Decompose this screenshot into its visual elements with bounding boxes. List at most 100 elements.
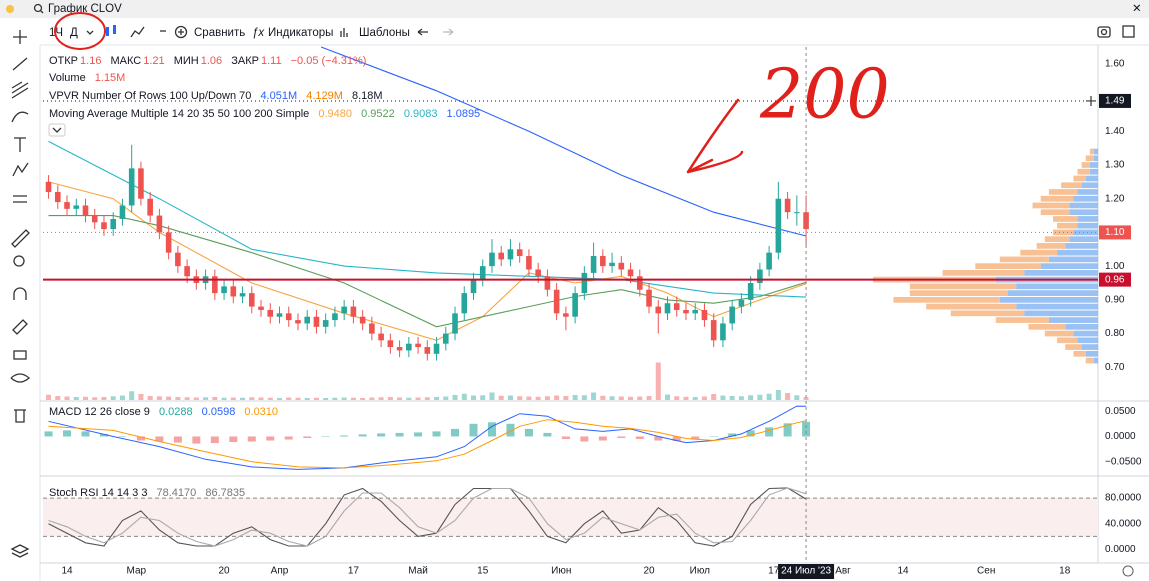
templates-button[interactable]: Шаблоны [359,27,410,39]
vpvr-down-bar [995,317,1049,323]
magnet-tool[interactable] [13,287,27,300]
candle-body [766,252,772,270]
macd-histogram-bar [617,436,626,438]
icon-part [113,25,116,34]
legend-value: 1.0895 [447,108,481,120]
volume-bar [313,397,319,400]
draw-mode-tool[interactable] [12,319,28,335]
interval-day[interactable]: Д [70,27,78,39]
vpvr-down-bar [1077,168,1090,175]
x-tick-label: Июл [690,566,710,577]
trash-tool[interactable] [14,409,26,423]
vpvr-up-bar [1048,256,1098,263]
interval-dropdown[interactable] [86,30,94,35]
x-tick-label: 14 [61,566,73,577]
x-tick-highlight [778,564,835,579]
redo-icon[interactable] [443,28,454,36]
vpvr-down-bar [909,290,1008,296]
macd-histogram-bar [709,436,718,437]
zoom-tool[interactable] [13,255,25,267]
indicators-icon[interactable]: ƒx [252,27,265,39]
vpvr-up-bar [1065,323,1098,330]
candle-body [544,276,551,290]
candle-body [396,347,403,351]
candle-body [322,320,329,327]
compare-button[interactable]: Сравнить [194,27,245,39]
legend-value: 0.9083 [404,108,438,120]
search-icon[interactable] [33,3,43,13]
vpvr-down-bar [1081,162,1090,168]
candle-body [82,205,89,216]
volume-bar [738,396,744,400]
legend-collapse-arrow [52,127,62,133]
y-tick-label: 80.0000 [1105,493,1142,504]
volume-bar [221,397,227,400]
undo-icon[interactable] [417,28,428,36]
x-tick-label: 18 [1059,566,1071,577]
fullscreen-icon[interactable] [1122,25,1135,38]
volume-bar [295,397,301,400]
candle-body [600,256,606,267]
macd-histogram-bar [284,436,293,440]
price-label-box [1099,225,1131,240]
macd-histogram-bar [173,436,182,443]
vpvr-down-bar [1073,350,1086,357]
window-dot[interactable] [6,5,14,13]
candle-body [119,205,126,219]
macd-histogram-bar [524,428,533,437]
volume-bar [609,396,615,400]
vpvr-up-bar [1081,182,1098,189]
stoch-band [43,498,1098,537]
candle-body [664,303,671,314]
line-style-icon[interactable] [130,26,145,38]
candle-body [230,286,237,297]
x-tick-label: 15 [477,566,489,577]
legend-collapse[interactable] [48,123,66,137]
tab-title[interactable]: График CLOV [48,3,122,15]
volume-bar [175,397,181,400]
legend-value: 1.06 [201,55,222,67]
ruler-tool[interactable] [11,229,30,248]
fib-tool[interactable] [11,81,29,99]
templates-icon[interactable] [340,28,348,37]
volume-bar [526,396,532,400]
candle-body [221,286,227,294]
text-tool[interactable] [14,137,26,152]
candle-body [239,293,246,297]
vpvr-up-bar [1024,270,1098,276]
x-tick-label: Сен [977,566,995,577]
volume-bar [646,396,652,400]
candle-style-icon[interactable] [106,25,116,36]
lock-tool[interactable] [13,350,27,360]
candle-body [276,313,283,317]
prediction-tool[interactable] [13,195,27,203]
candle-body [258,306,264,310]
macd-histogram-bar [469,423,478,437]
candle-body [415,343,421,348]
vpvr-down-bar [1073,175,1086,182]
indicators-button[interactable]: Индикаторы [268,27,333,39]
volume-bar [350,397,356,400]
legend-label: ЗАКР [231,55,259,67]
indicator-line [320,46,807,237]
y-tick-label: 1.40 [1105,126,1125,137]
x-tick-label: 20 [643,566,655,577]
hide-tool[interactable] [10,373,30,383]
crosshair-tool[interactable] [13,30,27,44]
volume-bar [443,396,449,400]
settings-icon[interactable] [1122,565,1134,577]
macd-histogram-bar [506,423,515,437]
vpvr-down-bar [1089,148,1094,155]
layers-tool[interactable] [10,544,30,558]
compare-icon[interactable] [174,25,188,39]
vpvr-down-bar [1061,182,1082,189]
trendline-tool[interactable] [12,57,28,71]
y-tick-label: 0.90 [1105,294,1125,305]
y-tick-label: 1.60 [1105,58,1125,69]
window-close[interactable]: ✕ [1132,3,1142,15]
brush-tool[interactable] [11,111,29,123]
snapshot-icon[interactable] [1097,26,1111,38]
candle-body [267,309,274,317]
pattern-tool[interactable] [12,162,29,177]
